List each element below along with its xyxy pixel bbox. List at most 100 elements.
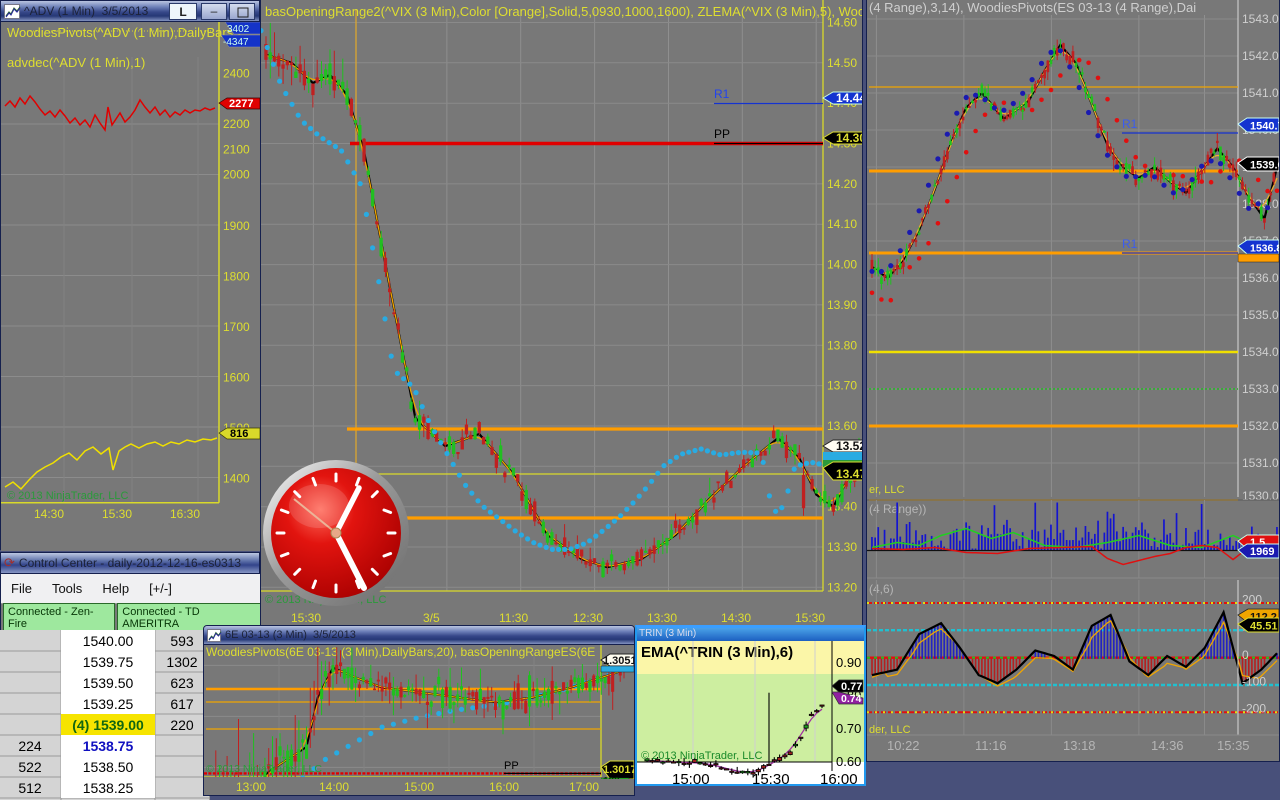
svg-text:15:30: 15:30 bbox=[291, 611, 321, 625]
svg-text:14:30: 14:30 bbox=[721, 611, 751, 625]
svg-text:der, LLC: der, LLC bbox=[869, 724, 911, 736]
svg-text:1700: 1700 bbox=[223, 320, 250, 334]
svg-text:13.47: 13.47 bbox=[836, 467, 863, 481]
svg-text:16:30: 16:30 bbox=[170, 507, 200, 521]
svg-text:1536.83: 1536.83 bbox=[1250, 243, 1280, 255]
svg-text:816: 816 bbox=[230, 428, 248, 440]
svg-text:2200: 2200 bbox=[223, 117, 250, 131]
svg-text:14.20: 14.20 bbox=[827, 177, 857, 191]
svg-text:2100: 2100 bbox=[223, 142, 250, 156]
svg-text:er, LLC: er, LLC bbox=[869, 484, 905, 496]
svg-text:15:30: 15:30 bbox=[752, 771, 790, 786]
svg-text:PP: PP bbox=[504, 760, 519, 772]
svg-text:R1: R1 bbox=[714, 87, 730, 101]
svg-text:WoodiesPivots(6E 03-13 (3 Min): WoodiesPivots(6E 03-13 (3 Min),DailyBars… bbox=[206, 645, 595, 659]
svg-text:basOpeningRange2(^VIX (3 Min),: basOpeningRange2(^VIX (3 Min),Color [Ora… bbox=[265, 4, 863, 19]
svg-text:617: 617 bbox=[170, 696, 194, 712]
svg-text:224: 224 bbox=[18, 738, 42, 754]
svg-text:1969: 1969 bbox=[1250, 546, 1274, 558]
svg-text:14:00: 14:00 bbox=[319, 780, 349, 794]
svg-text:13.52: 13.52 bbox=[836, 439, 863, 453]
svg-text:1600: 1600 bbox=[223, 370, 250, 384]
svg-text:15:00: 15:00 bbox=[672, 771, 710, 786]
svg-text:13:00: 13:00 bbox=[236, 780, 266, 794]
svg-text:512: 512 bbox=[18, 780, 42, 796]
svg-text:PP: PP bbox=[714, 127, 730, 141]
svg-text:3/5: 3/5 bbox=[423, 611, 440, 625]
svg-text:1540.00: 1540.00 bbox=[83, 633, 134, 649]
svg-text:1530.00: 1530.00 bbox=[1242, 489, 1280, 503]
svg-text:14.30: 14.30 bbox=[836, 131, 863, 145]
svg-text:100: 100 bbox=[603, 776, 620, 779]
svg-text:11:30: 11:30 bbox=[499, 611, 528, 625]
svg-text:2000: 2000 bbox=[223, 168, 250, 182]
svg-text:EMA(^TRIN (3 Min),6): EMA(^TRIN (3 Min),6) bbox=[641, 644, 793, 661]
svg-text:1540.75: 1540.75 bbox=[1250, 121, 1280, 133]
svg-text:1533.00: 1533.00 bbox=[1242, 382, 1280, 396]
svg-text:15:30: 15:30 bbox=[102, 507, 132, 521]
svg-text:0.74: 0.74 bbox=[841, 693, 862, 705]
svg-text:1.3017: 1.3017 bbox=[603, 764, 635, 776]
svg-text:advdec(^ADV (1 Min),1): advdec(^ADV (1 Min),1) bbox=[7, 55, 145, 70]
svg-text:14.44: 14.44 bbox=[836, 91, 863, 105]
svg-text:13.60: 13.60 bbox=[827, 419, 857, 433]
svg-text:1531.00: 1531.00 bbox=[1242, 456, 1280, 470]
svg-text:1.3051: 1.3051 bbox=[603, 655, 635, 667]
svg-text:3402: 3402 bbox=[227, 24, 250, 35]
svg-text:1538.50: 1538.50 bbox=[83, 759, 134, 775]
svg-text:1542.00: 1542.00 bbox=[1242, 49, 1280, 63]
svg-text:17:00: 17:00 bbox=[569, 780, 599, 794]
svg-text:1541.00: 1541.00 bbox=[1242, 86, 1280, 100]
svg-text:200: 200 bbox=[1242, 593, 1262, 607]
svg-text:WoodiesPivots(^ADV (1 Min),Dai: WoodiesPivots(^ADV (1 Min),DailyBars,2 bbox=[7, 25, 244, 40]
svg-text:1543.00: 1543.00 bbox=[1242, 12, 1280, 26]
svg-text:14.60: 14.60 bbox=[827, 16, 857, 30]
svg-text:R1: R1 bbox=[1122, 237, 1138, 251]
svg-text:1539.75: 1539.75 bbox=[83, 654, 134, 670]
svg-text:12:30: 12:30 bbox=[573, 611, 603, 625]
svg-text:1538.75: 1538.75 bbox=[83, 738, 134, 754]
svg-text:14:30: 14:30 bbox=[34, 507, 64, 521]
svg-text:1800: 1800 bbox=[223, 269, 250, 283]
svg-text:0: 0 bbox=[1242, 648, 1249, 662]
svg-text:-200: -200 bbox=[1242, 702, 1266, 716]
svg-text:0.70: 0.70 bbox=[836, 721, 861, 736]
svg-text:(4 Range),3,14), WoodiesPivot: (4 Range),3,14), WoodiesPivots(ES 03-13 … bbox=[869, 0, 1196, 15]
svg-text:1538.25: 1538.25 bbox=[83, 780, 134, 796]
svg-text:623: 623 bbox=[170, 675, 194, 691]
svg-text:220: 220 bbox=[170, 717, 194, 733]
svg-text:13:30: 13:30 bbox=[647, 611, 677, 625]
svg-text:0.90: 0.90 bbox=[836, 655, 861, 670]
svg-text:593: 593 bbox=[170, 633, 194, 649]
svg-text:1539.00: 1539.00 bbox=[1250, 160, 1280, 172]
svg-text:1536.00: 1536.00 bbox=[1242, 271, 1280, 285]
svg-text:(4) 1539.00: (4) 1539.00 bbox=[72, 717, 144, 733]
svg-text:13.80: 13.80 bbox=[827, 338, 857, 352]
svg-text:R1: R1 bbox=[1122, 117, 1138, 131]
svg-text:2277: 2277 bbox=[229, 98, 253, 110]
svg-text:45.51: 45.51 bbox=[1250, 621, 1278, 633]
svg-text:0.60: 0.60 bbox=[836, 754, 861, 769]
svg-text:1535.00: 1535.00 bbox=[1242, 308, 1280, 322]
svg-text:© 2013 NinjaTrader, LLC: © 2013 NinjaTrader, LLC bbox=[641, 750, 762, 762]
svg-text:1534.00: 1534.00 bbox=[1242, 345, 1280, 359]
svg-text:-4347: -4347 bbox=[223, 37, 249, 48]
svg-text:10:22: 10:22 bbox=[887, 738, 920, 753]
svg-text:15:30: 15:30 bbox=[795, 611, 825, 625]
svg-text:14.50: 14.50 bbox=[827, 56, 857, 70]
svg-text:15:00: 15:00 bbox=[404, 780, 434, 794]
svg-text:13.30: 13.30 bbox=[827, 540, 857, 554]
svg-text:0.77: 0.77 bbox=[841, 681, 862, 693]
svg-text:15:35: 15:35 bbox=[1217, 738, 1250, 753]
svg-text:© 2013 NinjaTrader, LLC: © 2013 NinjaTrader, LLC bbox=[206, 763, 322, 775]
svg-text:2400: 2400 bbox=[223, 67, 250, 81]
svg-text:-100: -100 bbox=[1242, 674, 1266, 688]
svg-text:(4,6): (4,6) bbox=[869, 582, 894, 596]
svg-text:13.90: 13.90 bbox=[827, 298, 857, 312]
svg-text:1532.00: 1532.00 bbox=[1242, 419, 1280, 433]
svg-text:© 2013 NinjaTrader, LLC: © 2013 NinjaTrader, LLC bbox=[7, 490, 128, 502]
svg-text:14.00: 14.00 bbox=[827, 258, 857, 272]
svg-text:1400: 1400 bbox=[223, 471, 250, 485]
svg-text:1539.25: 1539.25 bbox=[83, 696, 134, 712]
svg-text:1302: 1302 bbox=[166, 654, 197, 670]
